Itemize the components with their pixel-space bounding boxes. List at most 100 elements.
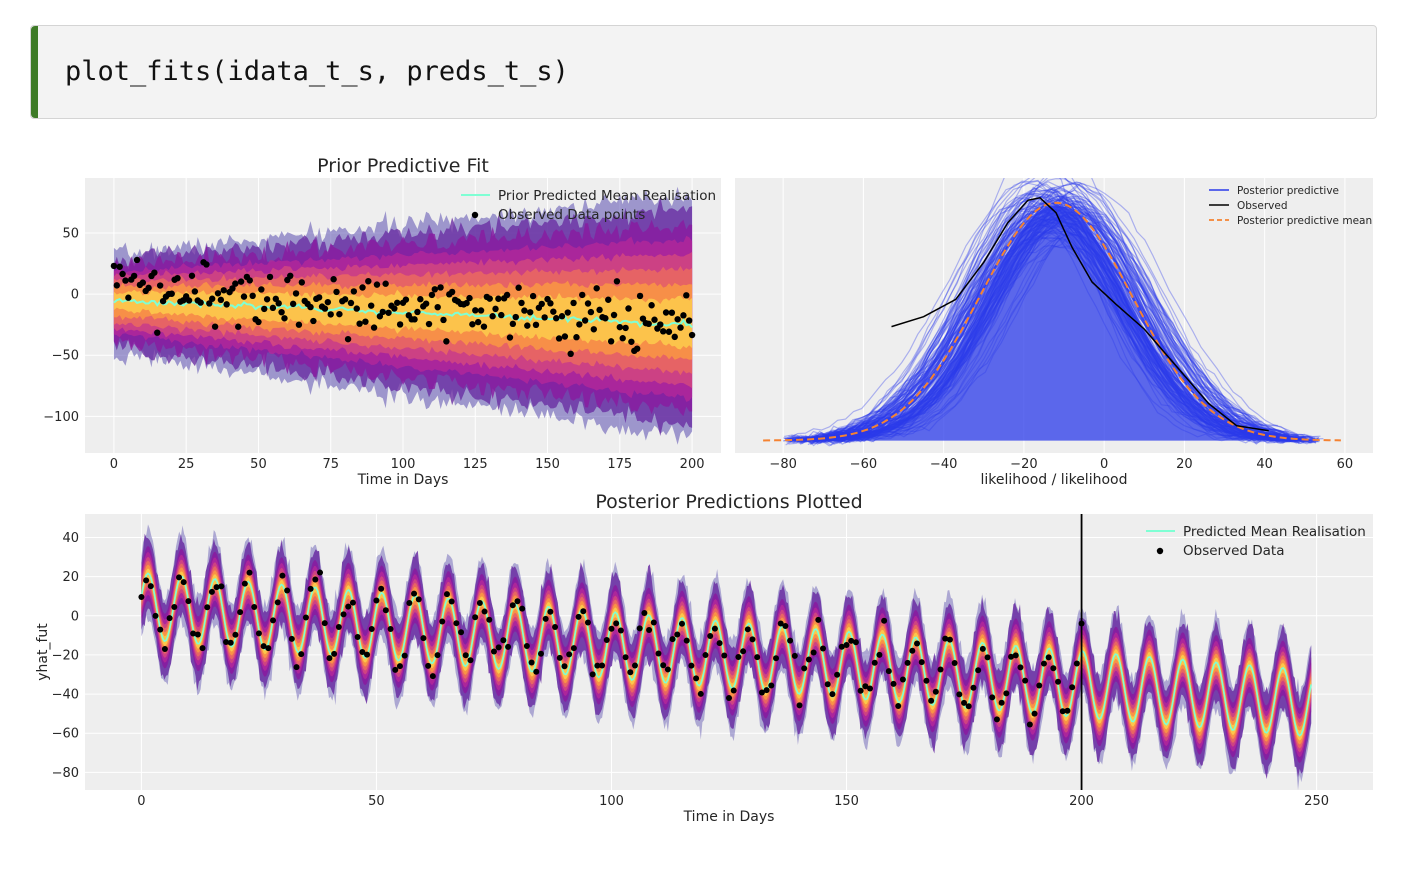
observed-point	[937, 666, 944, 673]
observed-point	[805, 656, 812, 663]
observed-point	[506, 334, 514, 341]
x-tick-label: 40	[1256, 457, 1273, 472]
observed-point	[605, 296, 612, 303]
observed-point	[185, 598, 192, 605]
observed-point	[763, 687, 770, 694]
observed-point	[227, 639, 234, 646]
x-tick-label: 75	[322, 457, 339, 472]
observed-point	[166, 615, 173, 622]
observed-point	[344, 335, 352, 343]
observed-point	[590, 326, 597, 333]
x-tick-label: 50	[250, 457, 267, 472]
observed-point	[603, 637, 610, 644]
x-axis-label: Time in Days	[683, 809, 775, 825]
observed-point	[312, 576, 319, 583]
observed-point	[125, 294, 132, 301]
observed-point	[370, 324, 378, 331]
y-axis-label: yhat_fut	[35, 623, 51, 681]
observed-point	[782, 623, 789, 630]
observed-density-line	[891, 196, 1269, 432]
observed-point	[168, 290, 175, 297]
y-tick-label: −40	[52, 688, 79, 703]
observed-point	[1031, 710, 1038, 717]
observed-point	[1050, 665, 1057, 672]
observed-point	[364, 651, 371, 658]
observed-point	[133, 256, 141, 264]
observed-point	[671, 333, 678, 341]
y-tick-label: 0	[71, 609, 79, 624]
observed-point	[278, 308, 285, 316]
posterior-panel: 0 50 100 150 200 250 −80 −60 −40 −20 0 20 40 Time in …	[35, 491, 1373, 825]
legend-label: Prior Predicted Mean Realisation	[498, 188, 716, 204]
observed-point	[434, 303, 441, 311]
ppc-legend: Posterior predictive Observed Posterior pr…	[1209, 185, 1372, 227]
posterior-legend: Predicted Mean Realisation Observed Data	[1146, 524, 1366, 559]
observed-point	[251, 604, 258, 611]
code-cell[interactable]: plot_fits(idata_t_s, preds_t_s)	[30, 25, 1377, 119]
observed-point	[899, 676, 906, 683]
observed-point	[989, 694, 996, 701]
observed-point	[347, 299, 355, 307]
observed-point	[631, 662, 638, 669]
observed-point	[918, 659, 925, 666]
observed-point	[161, 646, 168, 653]
observed-point	[359, 648, 366, 655]
x-axis-label: Time in Days	[357, 472, 449, 488]
observed-point	[683, 292, 690, 299]
observed-point	[116, 263, 123, 270]
observed-point	[693, 675, 700, 682]
posterior-predictive-curve	[819, 187, 1278, 438]
observed-point	[349, 599, 356, 606]
observed-point	[382, 607, 389, 614]
observed-point	[613, 620, 620, 627]
observed-point	[139, 279, 147, 286]
observed-point	[584, 619, 591, 626]
observed-point	[147, 583, 154, 590]
observed-point	[307, 303, 314, 311]
observed-point	[876, 651, 883, 658]
observed-point	[110, 262, 118, 270]
posterior-predictive-curve	[830, 197, 1305, 443]
observed-point	[402, 296, 410, 303]
observed-point	[984, 654, 991, 661]
observed-point	[330, 276, 337, 283]
observed-point	[287, 272, 294, 279]
observed-point	[923, 677, 930, 684]
observed-point	[1040, 660, 1047, 667]
observed-point	[453, 620, 460, 627]
observed-point	[599, 662, 606, 669]
observed-point	[570, 299, 577, 307]
observed-point	[194, 631, 201, 638]
observed-point	[197, 299, 204, 306]
observed-point	[1026, 721, 1033, 728]
observed-point	[904, 659, 911, 666]
observed-point	[295, 321, 303, 328]
observed-point	[331, 650, 338, 657]
x-tick-label: 125	[463, 457, 488, 472]
observed-point	[472, 614, 479, 621]
observed-point	[532, 321, 540, 329]
observed-point	[975, 667, 982, 674]
posterior-plot-area	[138, 514, 1312, 790]
legend-label: Posterior predictive mean	[1237, 215, 1372, 227]
observed-point	[680, 312, 687, 319]
observed-point	[1012, 652, 1019, 659]
observed-point	[596, 306, 603, 314]
observed-point	[462, 652, 469, 659]
observed-point	[1022, 677, 1029, 684]
observed-point	[154, 329, 161, 336]
observed-point	[1064, 707, 1071, 714]
observed-point	[509, 602, 516, 609]
observed-point	[946, 636, 953, 643]
observed-point	[657, 321, 664, 328]
observed-point	[857, 687, 864, 694]
observed-point	[321, 620, 328, 627]
ppc-panel: −80 −60 −40 −20 0 20 40 60 likelihood / likeliho…	[735, 178, 1373, 488]
legend-observed-swatch	[471, 211, 479, 219]
observed-point	[683, 637, 690, 644]
x-tick-label: 175	[607, 457, 632, 472]
observed-point	[533, 668, 540, 675]
observed-point	[492, 305, 499, 313]
observed-point	[970, 684, 977, 691]
